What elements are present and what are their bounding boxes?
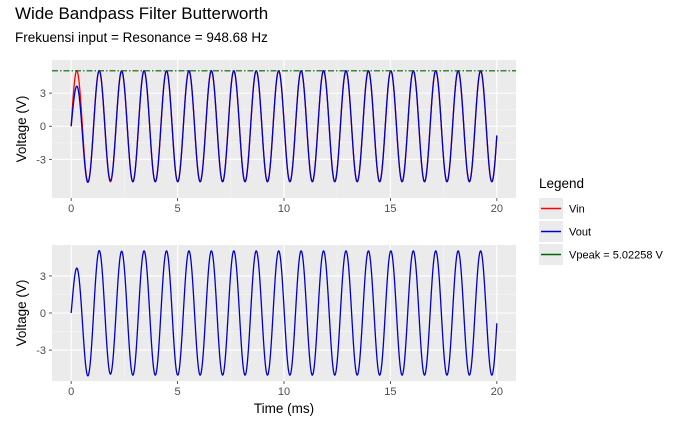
bottom-panel: 0 5 10 15 20 -3 0 3 Voltage (V) Time (ms) [14, 245, 516, 416]
bottom-y-axis-label: Voltage (V) [14, 280, 29, 347]
legend: Legend Vin Vout Vpeak = 5.02258 V [539, 176, 664, 265]
legend-item-label: Vpeak = 5.02258 V [569, 250, 664, 262]
bottom-x-tick-label: 10 [278, 386, 290, 398]
top-x-tick-label: 5 [175, 203, 181, 215]
legend-item-label: Vin [569, 204, 585, 216]
top-y-tick-label: 0 [40, 121, 46, 133]
bottom-y-tick-label: 0 [40, 308, 46, 320]
top-y-tick-label: 3 [40, 88, 46, 100]
chart-subtitle: Frekuensi input = Resonance = 948.68 Hz [15, 30, 268, 45]
bottom-y-tick-label: -3 [36, 345, 46, 357]
bottom-x-tick-label: 5 [175, 386, 181, 398]
legend-item-label: Vout [569, 227, 591, 239]
top-x-tick-label: 20 [491, 203, 503, 215]
bottom-x-tick-label: 15 [384, 386, 396, 398]
bottom-x-axis-label: Time (ms) [254, 401, 314, 416]
top-y-tick-label: -3 [36, 154, 46, 166]
bottom-x-tick-label: 0 [68, 386, 74, 398]
legend-title: Legend [539, 176, 584, 191]
top-y-axis-label: Voltage (V) [14, 96, 29, 163]
chart-title: Wide Bandpass Filter Butterworth [15, 4, 269, 23]
top-x-tick-label: 15 [384, 203, 396, 215]
top-series-vout-line [70, 69, 498, 184]
bottom-series-vout-line [70, 250, 498, 377]
bottom-y-tick-label: 3 [40, 271, 46, 283]
top-panel: 0 5 10 15 20 -3 0 3 Voltage (V) [14, 60, 516, 215]
top-x-tick-label: 10 [278, 203, 290, 215]
top-x-tick-label: 0 [68, 203, 74, 215]
bottom-x-tick-label: 20 [491, 386, 503, 398]
